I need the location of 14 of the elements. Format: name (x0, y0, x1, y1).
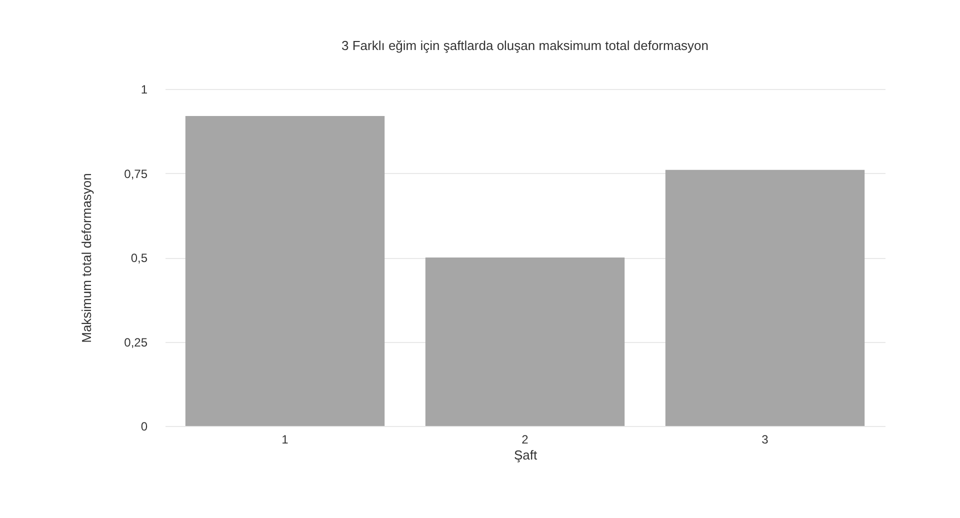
bar (665, 170, 865, 426)
bar (425, 258, 625, 426)
x-tick-label: 1 (282, 432, 289, 446)
x-axis-title: Şaft (514, 448, 538, 462)
y-tick-label: 1 (140, 82, 148, 96)
bar (185, 116, 385, 426)
y-tick-label: 0,5 (130, 251, 148, 265)
chart-title: 3 Farklı eğim için şaftlarda oluşan maksimum total deformasyon (341, 38, 709, 53)
x-tick-label: 3 (762, 432, 769, 446)
y-tick-label: 0,75 (124, 166, 148, 181)
x-tick-label: 2 (522, 432, 529, 446)
y-tick-label: 0 (140, 420, 148, 434)
y-tick-label: 0,25 (124, 335, 148, 350)
y-axis-title: Maksimum total deformasyon (79, 173, 94, 343)
